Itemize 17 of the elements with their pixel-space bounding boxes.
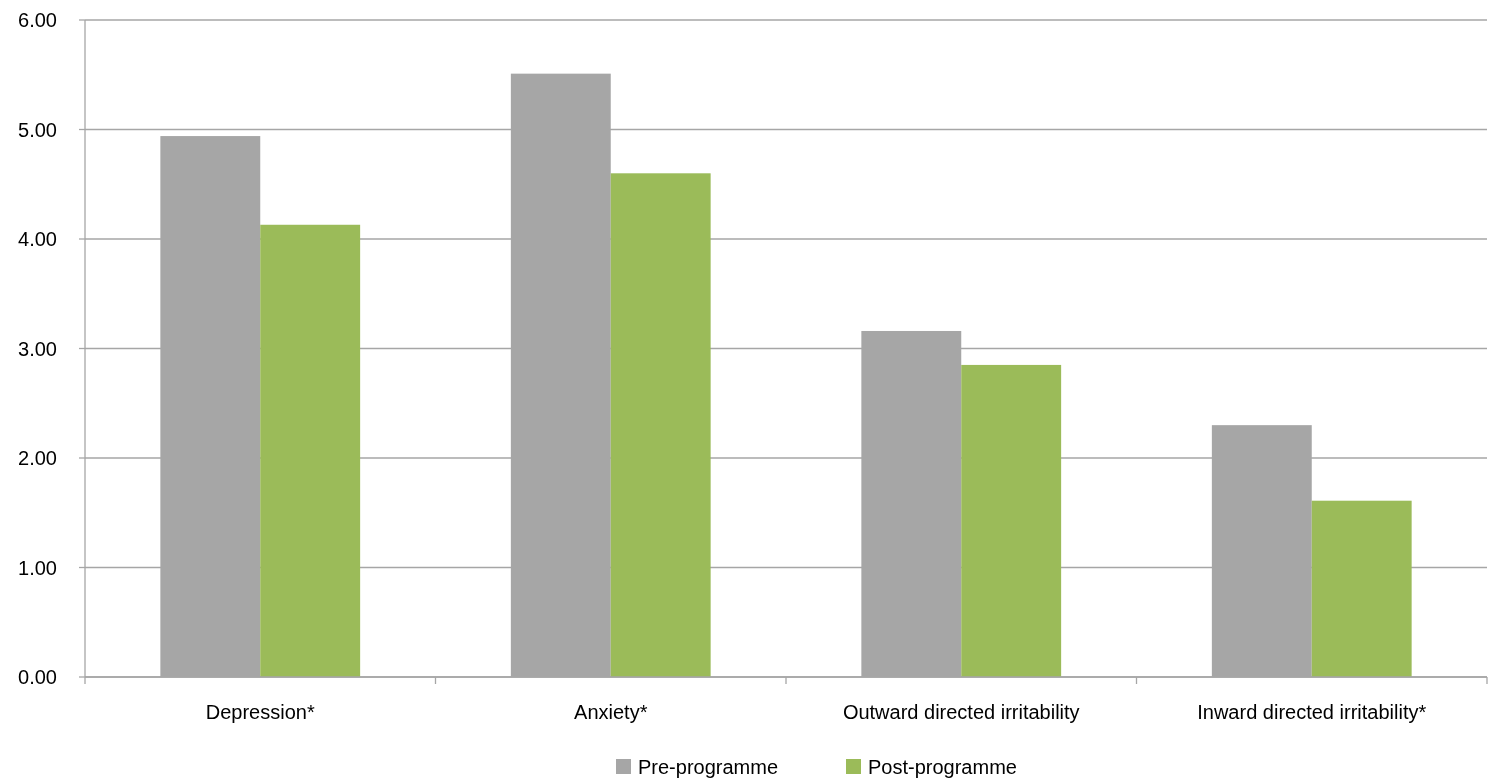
y-tick-label: 0.00 xyxy=(18,666,57,688)
bar xyxy=(1311,500,1412,677)
x-tick-label: Inward directed irritability* xyxy=(1197,701,1427,723)
y-tick-label: 3.00 xyxy=(18,337,57,360)
bar xyxy=(961,364,1062,677)
bar xyxy=(610,173,711,677)
y-tick-label: 5.00 xyxy=(18,118,57,141)
x-tick-label: Anxiety* xyxy=(574,701,648,723)
y-tick-label: 2.00 xyxy=(18,447,57,469)
legend-label: Pre-programme xyxy=(638,756,779,778)
y-tick-label: 4.00 xyxy=(18,228,57,250)
y-tick-label: 6.00 xyxy=(18,9,57,31)
legend-label: Post-programme xyxy=(868,756,1017,778)
y-tick-label: 1.00 xyxy=(18,556,57,579)
bar xyxy=(260,224,361,677)
x-tick-label: Depression* xyxy=(205,701,315,723)
x-tick-label: Outward directed irritability xyxy=(842,701,1080,723)
